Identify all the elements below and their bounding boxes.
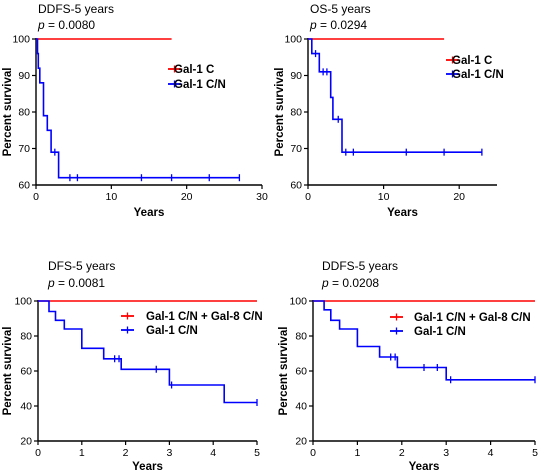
y-tick-label: 90 (290, 70, 302, 82)
y-tick-label: 90 (18, 70, 30, 82)
x-axis-label: Years (409, 461, 440, 473)
top-right-panel: OS-5 years p = 0.0294 60 70 80 90 100 0 10 20 Year… (274, 2, 504, 219)
x-tick-label: 3 (443, 447, 449, 459)
x-tick-label: 1 (354, 447, 360, 459)
y-tick-label: 60 (20, 366, 32, 378)
bottom-right-panel: DDFS-5 years p = 0.0208 20 40 60 80 100 0 1 2 3 4 5 Y… (278, 259, 538, 473)
series-line-2 (313, 300, 535, 381)
p-value: p = 0.0294 (309, 18, 367, 32)
series-line-2 (36, 38, 240, 179)
p-symbol: p (47, 276, 55, 290)
x-tick-label: 0 (305, 191, 311, 203)
legend-entry: Gal-1 C/N (174, 79, 226, 91)
x-tick-label: 5 (254, 447, 260, 459)
chart-title: DDFS-5 years (322, 259, 398, 273)
y-tick-label: 70 (290, 143, 302, 155)
p-number: = 0.0080 (45, 18, 96, 32)
legend-entry: Gal-1 C (452, 55, 492, 67)
x-tick-label: 20 (181, 191, 193, 203)
y-tick-label: 20 (20, 436, 32, 448)
y-axis-label: Percent survival (278, 327, 290, 416)
chart-title: OS-5 years (310, 2, 371, 16)
y-axis-label: Percent survival (2, 327, 14, 416)
p-number: = 0.0208 (329, 276, 380, 290)
p-value: p = 0.0081 (47, 276, 105, 290)
chart-title: DDFS-5 years (38, 2, 114, 16)
y-tick-label: 100 (289, 296, 307, 308)
series-line-2 (308, 38, 482, 153)
y-tick-label: 40 (295, 401, 307, 413)
x-tick-label: 2 (123, 447, 129, 459)
y-axis-label: Percent survival (2, 68, 14, 157)
x-tick-label: 0 (33, 191, 39, 203)
x-tick-label: 0 (310, 447, 316, 459)
y-tick-label: 20 (295, 436, 307, 448)
chart-title: DFS-5 years (48, 259, 115, 273)
y-tick-label: 60 (18, 180, 30, 192)
p-symbol: p (37, 18, 45, 32)
p-value: p = 0.0208 (321, 276, 379, 290)
y-tick-label: 80 (295, 331, 307, 343)
legend-entry: Gal-1 C/N + Gal-8 C/N (146, 311, 263, 323)
x-tick-label: 3 (166, 447, 172, 459)
x-tick-label: 10 (105, 191, 117, 203)
x-tick-label: 5 (532, 447, 538, 459)
bottom-left-panel: DFS-5 years p = 0.0081 20 40 60 80 100 0 1 2 3 4 5 Ye… (2, 259, 263, 473)
legend-entry: Gal-1 C/N (452, 69, 504, 81)
legend-entry: Gal-1 C (174, 64, 214, 76)
top-left-panel: DDFS-5 years p = 0.0080 60 70 80 90 100 0 10 20 30… (2, 2, 268, 219)
y-tick-label: 80 (20, 331, 32, 343)
x-axis-label: Years (134, 207, 165, 219)
y-tick-label: 80 (18, 107, 30, 119)
y-tick-label: 80 (290, 107, 302, 119)
p-symbol: p (321, 276, 329, 290)
y-tick-label: 100 (14, 296, 32, 308)
p-value: p = 0.0080 (37, 18, 95, 32)
p-symbol: p (309, 18, 317, 32)
x-tick-label: 4 (210, 447, 216, 459)
x-tick-label: 1 (79, 447, 85, 459)
x-tick-label: 30 (256, 191, 268, 203)
x-tick-label: 2 (399, 447, 405, 459)
y-tick-label: 60 (290, 180, 302, 192)
y-tick-label: 40 (20, 401, 32, 413)
y-tick-label: 70 (18, 143, 30, 155)
x-tick-label: 20 (453, 191, 465, 203)
p-number: = 0.0294 (317, 18, 368, 32)
y-tick-label: 60 (295, 366, 307, 378)
y-tick-label: 100 (284, 34, 302, 46)
x-axis-label: Years (132, 461, 163, 473)
x-tick-label: 4 (488, 447, 494, 459)
x-tick-label: 0 (35, 447, 41, 459)
x-tick-label: 10 (378, 191, 390, 203)
series-line-2 (38, 300, 257, 404)
p-number: = 0.0081 (55, 276, 106, 290)
legend-entry: Gal-1 C/N + Gal-8 C/N (414, 312, 531, 324)
legend-entry: Gal-1 C/N (146, 325, 198, 337)
y-tick-label: 100 (12, 34, 30, 46)
legend-entry: Gal-1 C/N (414, 326, 466, 338)
x-axis-label: Years (387, 207, 418, 219)
y-axis-label: Percent survival (274, 68, 286, 157)
